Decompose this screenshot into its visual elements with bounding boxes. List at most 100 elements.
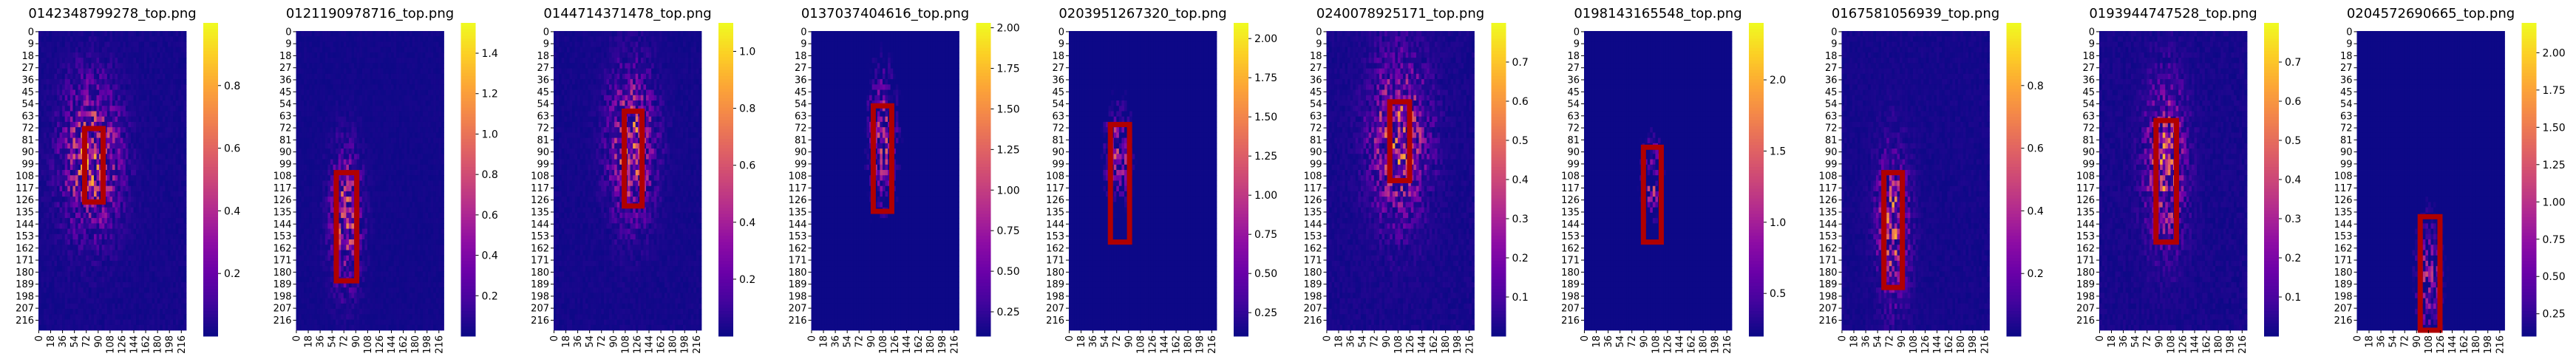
heatmap-cell xyxy=(128,228,132,235)
heatmap-cell xyxy=(438,164,442,171)
heatmap-cell xyxy=(128,36,132,42)
heatmap-cell xyxy=(88,271,92,278)
heatmap-cell xyxy=(152,106,155,112)
heatmap-cell xyxy=(69,52,73,58)
heatmap-cell xyxy=(64,271,68,278)
heatmap-cell xyxy=(72,89,76,96)
heatmap-cell xyxy=(398,106,402,112)
heatmap-cell xyxy=(99,233,103,240)
heatmap-cell xyxy=(391,100,395,106)
heatmap-cell xyxy=(361,148,365,154)
heatmap-cell xyxy=(59,293,63,299)
heatmap-cell xyxy=(425,164,429,171)
heatmap-cell xyxy=(398,41,402,48)
heatmap-cell xyxy=(91,309,95,315)
heatmap-cell xyxy=(75,111,78,117)
heatmap-cell xyxy=(311,84,315,90)
heatmap-cell xyxy=(404,121,407,128)
heatmap-cell xyxy=(301,137,305,144)
heatmap-cell xyxy=(356,106,360,112)
heatmap-cell xyxy=(306,159,310,165)
heatmap-cell xyxy=(183,154,187,160)
heatmap-cell xyxy=(131,293,134,299)
heatmap-cell xyxy=(398,127,402,133)
heatmap-cell xyxy=(336,164,339,171)
colorbar-segment xyxy=(203,142,218,146)
heatmap-cell xyxy=(99,207,103,214)
heatmap-cell xyxy=(180,298,184,304)
heatmap-cell xyxy=(367,127,370,133)
y-tick-label: 108 xyxy=(16,171,34,182)
heatmap-cell xyxy=(118,175,121,181)
heatmap-cell xyxy=(367,164,370,171)
heatmap-cell xyxy=(146,47,150,53)
heatmap-cell xyxy=(178,228,182,235)
heatmap-cell xyxy=(125,239,129,245)
heatmap-cell xyxy=(128,207,132,214)
heatmap-cell xyxy=(99,239,103,245)
heatmap-cell xyxy=(338,31,341,37)
heatmap-cell xyxy=(118,127,121,133)
heatmap-cell xyxy=(143,309,147,315)
heatmap-cell xyxy=(301,116,305,123)
heatmap-cell xyxy=(69,239,73,245)
heatmap-cell xyxy=(101,47,105,53)
heatmap-cell xyxy=(75,314,78,320)
heatmap-cell xyxy=(380,121,384,128)
heatmap-cell xyxy=(54,303,58,310)
heatmap-cell xyxy=(373,116,376,123)
heatmap-cell xyxy=(75,73,78,80)
colorbar-segment xyxy=(203,242,218,246)
heatmap-cell xyxy=(115,260,118,267)
heatmap-cell xyxy=(341,175,344,181)
heatmap-cell xyxy=(306,132,310,139)
heatmap-cell xyxy=(433,63,437,69)
heatmap-cell xyxy=(152,159,155,165)
heatmap-cell xyxy=(106,143,110,149)
heatmap-cell xyxy=(120,250,123,256)
heatmap-cell xyxy=(101,111,105,117)
heatmap-cell xyxy=(51,228,55,235)
heatmap-cell xyxy=(154,239,158,245)
heatmap-cell xyxy=(112,281,115,288)
heatmap-cell xyxy=(141,79,145,85)
heatmap-cell xyxy=(149,202,152,208)
heatmap-cell xyxy=(183,73,187,80)
heatmap-cell xyxy=(51,207,55,214)
heatmap-cell xyxy=(346,58,350,64)
heatmap-cell xyxy=(341,132,344,139)
heatmap-cell xyxy=(433,41,437,48)
heatmap-cell xyxy=(152,137,155,144)
heatmap-cell xyxy=(62,191,66,197)
heatmap-cell xyxy=(160,271,163,278)
heatmap-cell xyxy=(146,31,150,37)
heatmap-cell xyxy=(112,159,115,165)
heatmap-cell xyxy=(401,89,405,96)
heatmap-cell xyxy=(420,132,424,139)
heatmap-cell xyxy=(438,121,442,128)
heatmap-cell xyxy=(428,127,432,133)
heatmap-cell xyxy=(128,191,132,197)
heatmap-cell xyxy=(54,31,58,37)
colorbar-segment xyxy=(203,289,218,293)
heatmap-cell xyxy=(81,293,84,299)
heatmap-cell xyxy=(149,31,152,37)
heatmap-cell xyxy=(433,137,437,144)
heatmap-cell xyxy=(317,148,321,154)
heatmap-cell xyxy=(441,106,444,112)
heatmap-cell xyxy=(62,154,66,160)
heatmap-cell xyxy=(143,31,147,37)
heatmap-cell xyxy=(149,73,152,80)
heatmap-cell xyxy=(173,132,177,139)
heatmap-cell xyxy=(319,185,323,192)
colorbar-segment xyxy=(203,180,218,183)
heatmap-cell xyxy=(141,218,145,224)
heatmap-cell xyxy=(125,111,129,117)
heatmap-cell xyxy=(123,293,126,299)
heatmap-cell xyxy=(324,170,328,176)
heatmap-cell xyxy=(407,68,410,75)
heatmap-cell xyxy=(393,58,397,64)
heatmap-cell xyxy=(170,218,174,224)
heatmap-cell xyxy=(428,31,432,37)
y-tick-label: 144 xyxy=(16,219,34,230)
